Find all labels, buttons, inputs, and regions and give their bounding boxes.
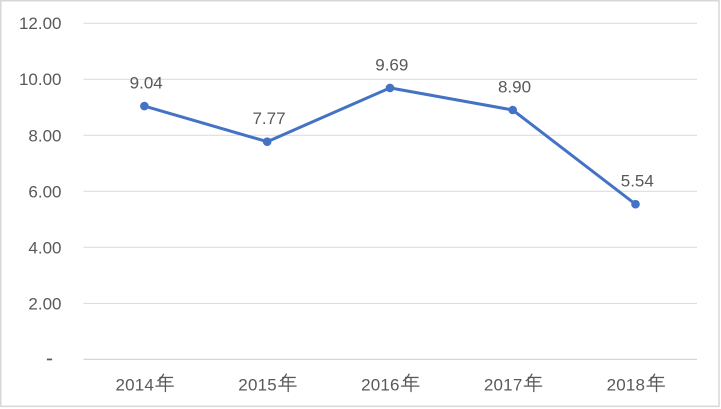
svg-text:9.04: 9.04	[130, 74, 163, 93]
svg-text:8.00: 8.00	[28, 126, 61, 145]
svg-text:10.00: 10.00	[19, 70, 62, 89]
svg-text:9.69: 9.69	[375, 55, 408, 74]
svg-text:7.77: 7.77	[252, 109, 285, 128]
svg-text:2016: 2016	[361, 376, 399, 395]
svg-text:6.00: 6.00	[28, 182, 61, 201]
svg-text:4.00: 4.00	[28, 238, 61, 257]
svg-text:2018: 2018	[607, 376, 645, 395]
svg-text:2017: 2017	[484, 376, 522, 395]
svg-text:8.90: 8.90	[498, 78, 531, 97]
svg-text:2015: 2015	[238, 376, 276, 395]
svg-text:2.00: 2.00	[28, 294, 61, 313]
svg-text:12.00: 12.00	[19, 14, 62, 33]
svg-text:5.54: 5.54	[621, 172, 654, 191]
svg-text:2014: 2014	[116, 376, 154, 395]
